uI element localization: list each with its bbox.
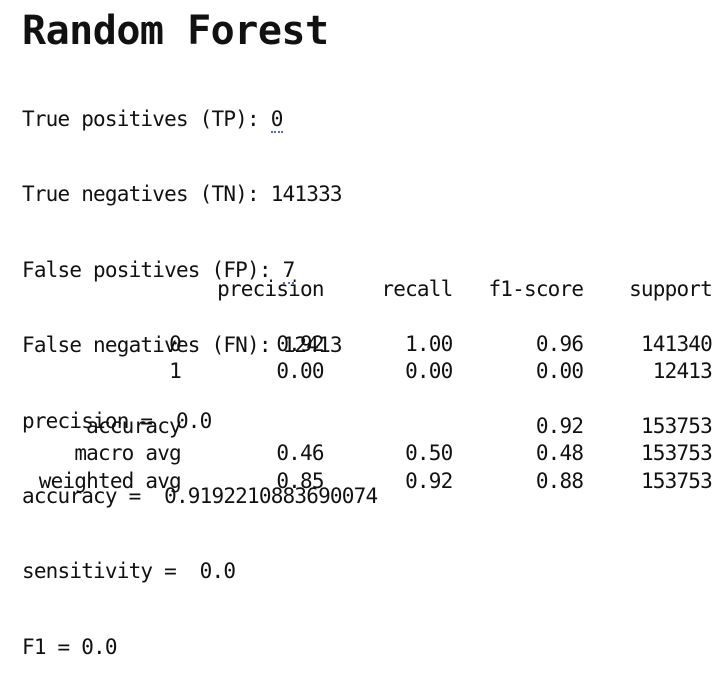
report-cell-support: 141340 bbox=[640, 331, 713, 356]
report-row-accuracy: accuracy 0.92 153753 bbox=[22, 413, 713, 440]
report-header-precision: precision bbox=[217, 277, 324, 301]
report-cell-f1-score: 0.48 bbox=[535, 441, 584, 466]
report-cell-support: 153753 bbox=[640, 468, 713, 493]
report-header-f1-score: f1-score bbox=[488, 277, 584, 301]
report-spacer bbox=[22, 303, 712, 330]
f1-line: F1 = 0.0 bbox=[22, 634, 118, 659]
true-negatives-line: True negatives (TN): 141333 bbox=[22, 181, 377, 208]
report-header-row: precision recall f1-score support bbox=[22, 276, 713, 303]
false-positives-line: False positives (FP): 7 bbox=[22, 257, 377, 284]
report-cell-recall: 0.00 bbox=[405, 359, 453, 384]
report-row-weighted-avg: weighted avg 0.85 0.92 0.88 153753 bbox=[22, 468, 713, 495]
report-spacer bbox=[22, 386, 712, 413]
sensitivity-line: sensitivity = 0.0 bbox=[22, 559, 236, 584]
true-positives-value: 0 bbox=[270, 107, 283, 133]
report-cell-label: weighted avg bbox=[38, 468, 182, 493]
false-positives-label: False positives (FP): bbox=[22, 257, 283, 282]
report-cell-f1-score: 0.00 bbox=[535, 359, 584, 384]
report-row-macro-avg: macro avg 0.46 0.50 0.48 153753 bbox=[22, 440, 712, 467]
report-cell-f1-score: 0.96 bbox=[535, 331, 584, 356]
false-negatives-value: 12413 bbox=[282, 333, 343, 358]
false-positives-value: 7 bbox=[282, 257, 295, 284]
false-negatives-label: False negatives (FN): bbox=[22, 333, 283, 358]
report-cell-precision: 0.00 bbox=[276, 359, 324, 384]
true-positives-line: True positives (TP): 0 bbox=[22, 106, 377, 133]
report-cell-precision: 0.92 bbox=[276, 331, 324, 356]
report-cell-precision: 0.85 bbox=[276, 468, 324, 493]
true-negatives-value: 141333 bbox=[270, 182, 343, 207]
report-cell-f1-score: 0.92 bbox=[535, 414, 584, 438]
true-positives-label: True positives (TP): bbox=[22, 107, 271, 131]
report-header-support: support bbox=[629, 277, 713, 301]
report-cell-precision: 0.46 bbox=[276, 441, 324, 466]
report-cell-support: 12413 bbox=[652, 359, 713, 384]
report-cell-class: 1 bbox=[169, 359, 182, 384]
report-cell-recall bbox=[324, 413, 453, 440]
report-cell-label: macro avg bbox=[74, 441, 181, 466]
report-cell-f1-score: 0.88 bbox=[535, 468, 584, 493]
report-cell-precision bbox=[181, 413, 324, 440]
report-cell-recall: 0.92 bbox=[405, 468, 453, 493]
report-cell-support: 153753 bbox=[640, 414, 713, 438]
true-negatives-label: True negatives (TN): bbox=[22, 182, 271, 207]
report-row-class-0: 0 0.92 1.00 0.96 141340 bbox=[22, 331, 713, 358]
report-header-label bbox=[22, 276, 181, 303]
precision-line: precision = 0.0 bbox=[22, 408, 212, 433]
report-cell-recall: 0.50 bbox=[405, 441, 453, 466]
classification-report: precision recall f1-score support 0 0.92… bbox=[22, 276, 713, 495]
report-cell-label: accuracy bbox=[86, 414, 182, 438]
report-cell-class: 0 bbox=[169, 331, 182, 356]
page-title: Random Forest bbox=[22, 8, 329, 54]
report-cell-recall: 1.00 bbox=[405, 331, 453, 356]
report-row-class-1: 1 0.00 0.00 0.00 12413 bbox=[22, 358, 713, 385]
accuracy-line: accuracy = 0.9192210883690074 bbox=[22, 483, 378, 508]
false-negatives-line: False negatives (FN): 12413 bbox=[22, 332, 377, 359]
report-cell-support: 153753 bbox=[640, 441, 713, 466]
report-header-recall: recall bbox=[381, 277, 453, 301]
